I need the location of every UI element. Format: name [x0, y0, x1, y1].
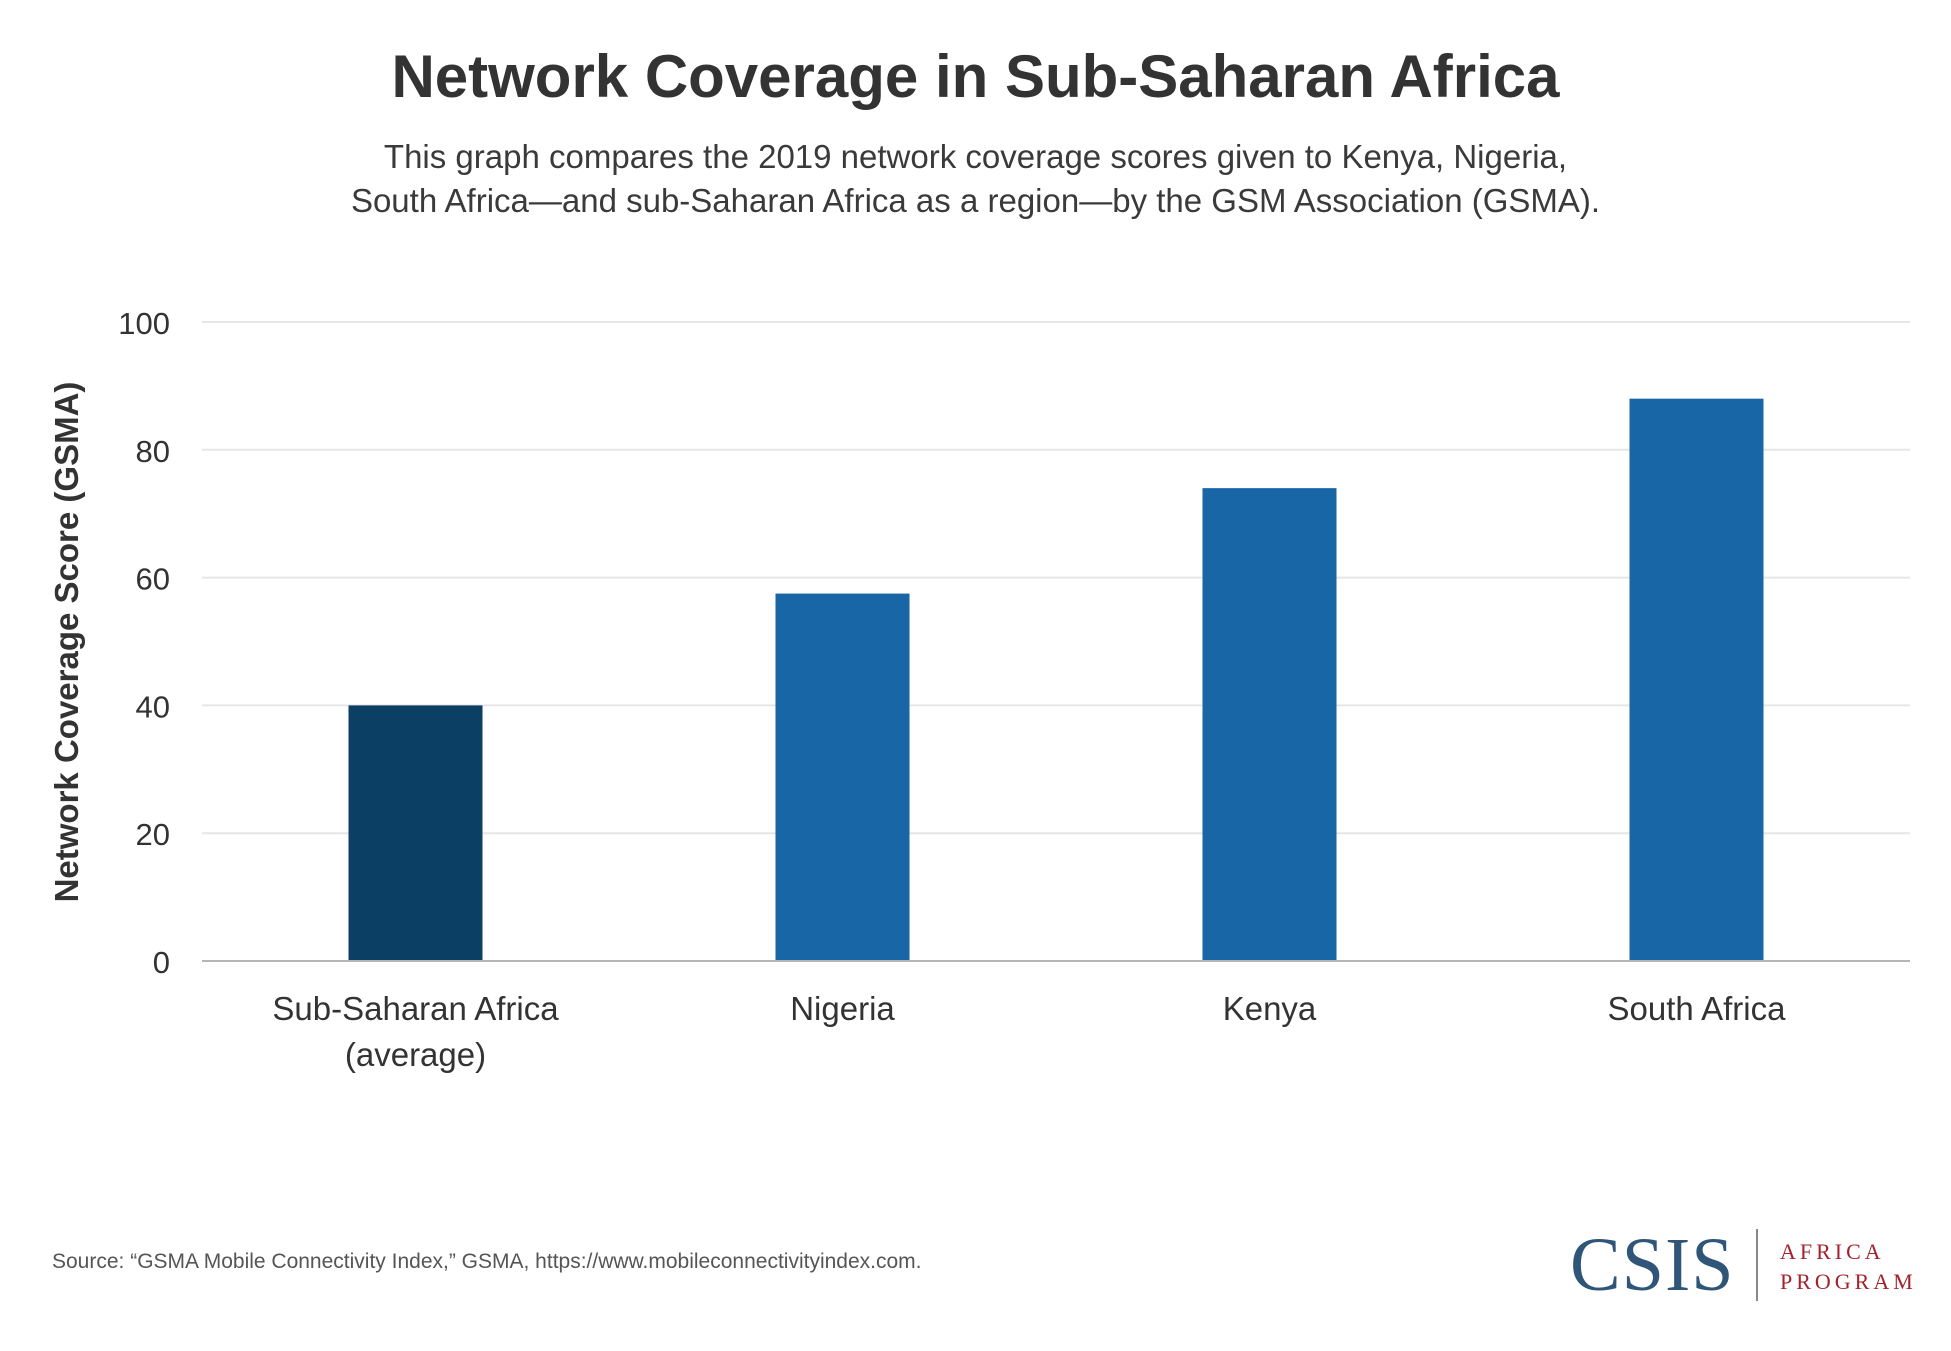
x-tick-label-line: (average)	[345, 1036, 486, 1073]
bar	[1202, 488, 1337, 961]
x-tick-label: South Africa	[1608, 990, 1787, 1027]
y-tick-label: 60	[136, 562, 170, 597]
subtitle-line-2: South Africa—and sub-Saharan Africa as a…	[350, 182, 1601, 219]
csis-africa-program-logo: CSIS AFRICA PROGRAM	[1570, 1225, 1920, 1305]
y-axis-title: Network Coverage Score (GSMA)	[48, 382, 85, 903]
chart-title: Network Coverage in Sub-Saharan Africa	[391, 43, 1560, 110]
x-tick-label: Sub-Saharan Africa (average)	[272, 990, 559, 1073]
y-tick-label: 40	[136, 689, 170, 724]
y-tick-label: 20	[136, 817, 170, 852]
bar	[775, 593, 910, 961]
y-tick-label: 100	[118, 306, 170, 341]
x-tick-label: Nigeria	[790, 990, 895, 1027]
y-tick-label: 0	[153, 945, 170, 980]
x-tick-label-line: Sub-Saharan Africa	[272, 990, 559, 1027]
y-tick-label: 80	[136, 434, 170, 469]
x-tick-label: Kenya	[1223, 990, 1317, 1027]
x-tick-label-line: Kenya	[1223, 990, 1317, 1027]
logo-program-text: PROGRAM	[1780, 1269, 1917, 1294]
gridlines	[202, 321, 1910, 835]
source-note: Source: “GSMA Mobile Connectivity Index,…	[52, 1250, 922, 1273]
bars	[348, 398, 1764, 961]
logo-africa-text: AFRICA	[1780, 1239, 1885, 1264]
axes: 0 20 40 60 80 100 Sub-Saharan Africa (average) N…	[118, 306, 1910, 1073]
x-tick-label-line: South Africa	[1608, 990, 1787, 1027]
bar-chart: 0 20 40 60 80 100 Sub-Saharan Africa (average) N…	[48, 306, 1910, 1073]
logo-csis-wordmark: CSIS	[1570, 1223, 1735, 1307]
bar	[1629, 398, 1764, 961]
chart-subtitle: This graph compares the 2019 network cov…	[0, 135, 1951, 223]
x-tick-label-line: Nigeria	[790, 990, 895, 1027]
logo-divider	[1756, 1229, 1758, 1301]
bar	[348, 705, 483, 961]
subtitle-line-1: This graph compares the 2019 network cov…	[383, 138, 1568, 175]
